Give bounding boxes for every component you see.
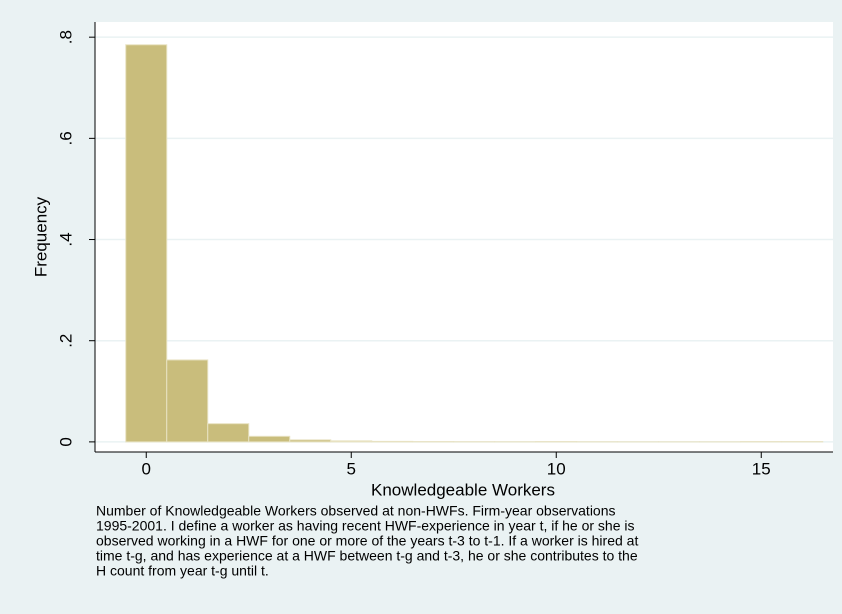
note-line: Number of Knowledgeable Workers observed… [96,503,616,519]
bar [166,359,209,443]
y-tick-label: .2 [56,334,75,348]
bar [289,439,332,443]
y-tick-label: .6 [56,131,75,145]
note-line: 1995-2001. I define a worker as having r… [96,518,635,534]
note-line: observed working in a HWF for one or mor… [96,533,638,549]
y-tick-label: .4 [56,232,75,246]
bar [330,440,373,443]
plot-area [95,22,833,452]
x-tick-label: 5 [347,459,356,478]
bar [248,435,291,443]
x-tick-label: 0 [142,459,151,478]
x-tick-label: 15 [752,459,771,478]
y-tick-label: 0 [56,437,75,446]
note-line: H count from year t-g until t. [96,563,269,579]
x-axis-title: Knowledgeable Workers [371,480,555,499]
x-tick-label: 10 [547,459,566,478]
bar [371,440,414,443]
bar [207,423,250,443]
y-tick-label: .8 [56,30,75,44]
y-axis-title: Frequency [31,196,50,277]
note-line: time t-g, and has experience at a HWF be… [96,548,638,564]
bar [125,44,168,443]
